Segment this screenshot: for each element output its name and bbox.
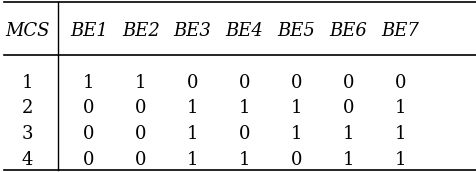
Text: BE4: BE4 <box>226 22 264 40</box>
Text: 1: 1 <box>343 125 354 143</box>
Text: 0: 0 <box>83 125 95 143</box>
Text: 0: 0 <box>291 74 302 92</box>
Text: 1: 1 <box>187 99 198 117</box>
Text: 1: 1 <box>239 99 250 117</box>
Text: BE6: BE6 <box>329 22 367 40</box>
Text: 1: 1 <box>343 151 354 169</box>
Text: BE3: BE3 <box>174 22 212 40</box>
Text: 1: 1 <box>83 74 95 92</box>
Text: 0: 0 <box>291 151 302 169</box>
Text: 0: 0 <box>135 99 147 117</box>
Text: 1: 1 <box>395 99 406 117</box>
Text: BE7: BE7 <box>381 22 419 40</box>
Text: 1: 1 <box>239 151 250 169</box>
Text: 0: 0 <box>239 74 250 92</box>
Text: 1: 1 <box>395 125 406 143</box>
Text: 0: 0 <box>343 74 354 92</box>
Text: 1: 1 <box>135 74 147 92</box>
Text: 0: 0 <box>239 125 250 143</box>
Text: MCS: MCS <box>5 22 50 40</box>
Text: 0: 0 <box>395 74 406 92</box>
Text: BE2: BE2 <box>122 22 159 40</box>
Text: BE5: BE5 <box>278 22 316 40</box>
Text: 0: 0 <box>187 74 198 92</box>
Text: 0: 0 <box>135 151 147 169</box>
Text: 0: 0 <box>83 151 95 169</box>
Text: 1: 1 <box>395 151 406 169</box>
Text: 3: 3 <box>22 125 33 143</box>
Text: 1: 1 <box>291 99 302 117</box>
Text: 0: 0 <box>343 99 354 117</box>
Text: 2: 2 <box>22 99 33 117</box>
Text: 4: 4 <box>22 151 33 169</box>
Text: 1: 1 <box>187 125 198 143</box>
Text: BE1: BE1 <box>70 22 108 40</box>
Text: 0: 0 <box>83 99 95 117</box>
Text: 1: 1 <box>291 125 302 143</box>
Text: 1: 1 <box>187 151 198 169</box>
Text: 1: 1 <box>22 74 33 92</box>
Text: 0: 0 <box>135 125 147 143</box>
